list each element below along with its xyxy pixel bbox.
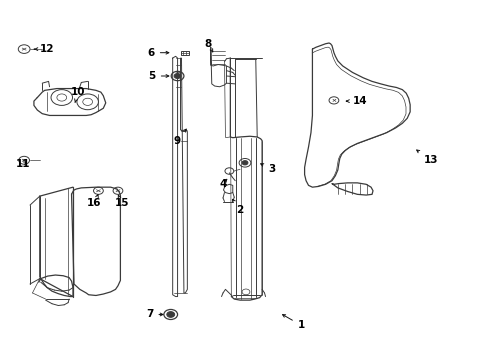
Text: 8: 8: [205, 39, 213, 52]
Text: 12: 12: [34, 44, 54, 54]
Text: 2: 2: [233, 199, 244, 216]
Text: 14: 14: [346, 96, 367, 106]
Bar: [180, 51, 189, 55]
Text: 4: 4: [220, 179, 227, 189]
Text: 15: 15: [115, 195, 129, 208]
Text: 5: 5: [148, 71, 169, 81]
Text: 1: 1: [283, 315, 305, 330]
Text: 3: 3: [261, 164, 275, 174]
Circle shape: [167, 312, 174, 318]
Text: 13: 13: [416, 150, 438, 165]
Text: 9: 9: [173, 129, 186, 145]
Text: 7: 7: [146, 310, 163, 319]
Circle shape: [174, 73, 181, 78]
Text: 10: 10: [71, 87, 85, 103]
Circle shape: [242, 161, 248, 165]
Text: 6: 6: [147, 48, 169, 58]
Text: 16: 16: [87, 195, 102, 208]
Text: 11: 11: [15, 159, 30, 169]
